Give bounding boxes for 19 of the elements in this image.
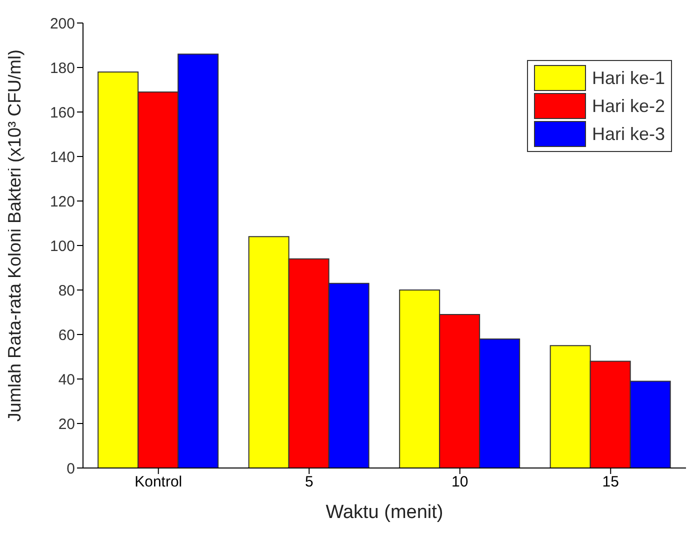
x-tick-label: Kontrol	[134, 474, 182, 491]
y-tick-label: 100	[50, 238, 75, 255]
y-tick-label: 80	[58, 282, 75, 300]
y-tick-label: 40	[58, 371, 75, 388]
y-tick-label: 60	[58, 326, 75, 344]
x-axis-title: Waktu (menit)	[326, 502, 444, 523]
legend-label: Hari ke-3	[590, 122, 665, 146]
y-tick-label: 20	[58, 416, 75, 433]
x-tick-label: 15	[602, 474, 619, 491]
y-tick-label: 140	[50, 148, 75, 166]
y-tick-label: 0	[66, 460, 75, 478]
y-tick-label: 160	[50, 104, 75, 122]
x-tick-label: 10	[452, 474, 468, 491]
y-tick-label: 120	[50, 193, 75, 210]
legend-label: Hari ke-2	[590, 94, 665, 118]
x-tick-label: 5	[304, 474, 314, 491]
y-tick-label: 180	[50, 60, 75, 77]
legend-label: Hari ke-1	[590, 66, 665, 90]
y-tick-label: 200	[50, 15, 75, 32]
